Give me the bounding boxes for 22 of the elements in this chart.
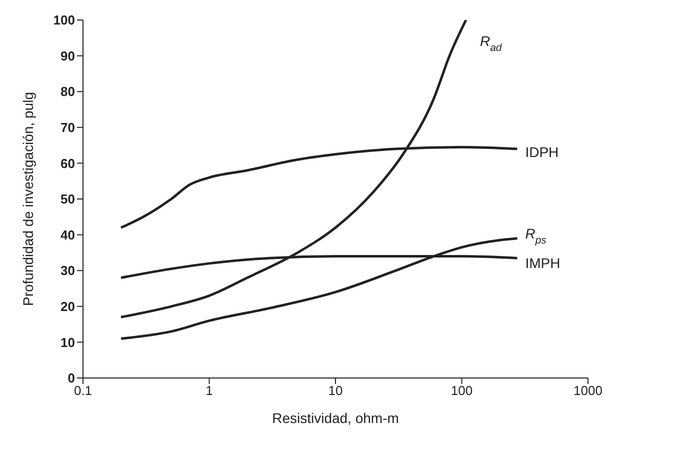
x-tick-label: 0.1 — [74, 383, 92, 398]
y-tick-label: 50 — [60, 192, 75, 207]
x-tick-label: 10 — [328, 383, 343, 398]
x-tick-label: 100 — [450, 383, 473, 398]
series-label: IDPH — [525, 144, 559, 160]
y-axis-title: Profundidad de investigación, pulg — [20, 92, 36, 306]
y-tick-label: 10 — [60, 334, 75, 350]
y-tick-label: 20 — [60, 299, 75, 314]
x-axis-title: Resistividad, ohm-m — [272, 410, 399, 426]
x-tick-label: 1 — [206, 383, 213, 398]
series-label: R$_{ad}$ — [480, 32, 503, 54]
x-tick-label: 1000 — [574, 383, 602, 398]
y-tick-label: 100 — [53, 12, 75, 28]
series-label: R$_{ps}$ — [525, 225, 548, 246]
y-tick-label: 70 — [60, 120, 75, 136]
y-tick-label: 80 — [60, 84, 75, 100]
series-label: IMPH — [525, 254, 560, 271]
y-tick-label: 30 — [60, 263, 75, 278]
y-tick-label: 90 — [60, 48, 75, 64]
y-tick-label: 60 — [60, 156, 75, 171]
y-tick-label: 40 — [60, 227, 75, 242]
y-tick-label: 0 — [68, 370, 75, 386]
